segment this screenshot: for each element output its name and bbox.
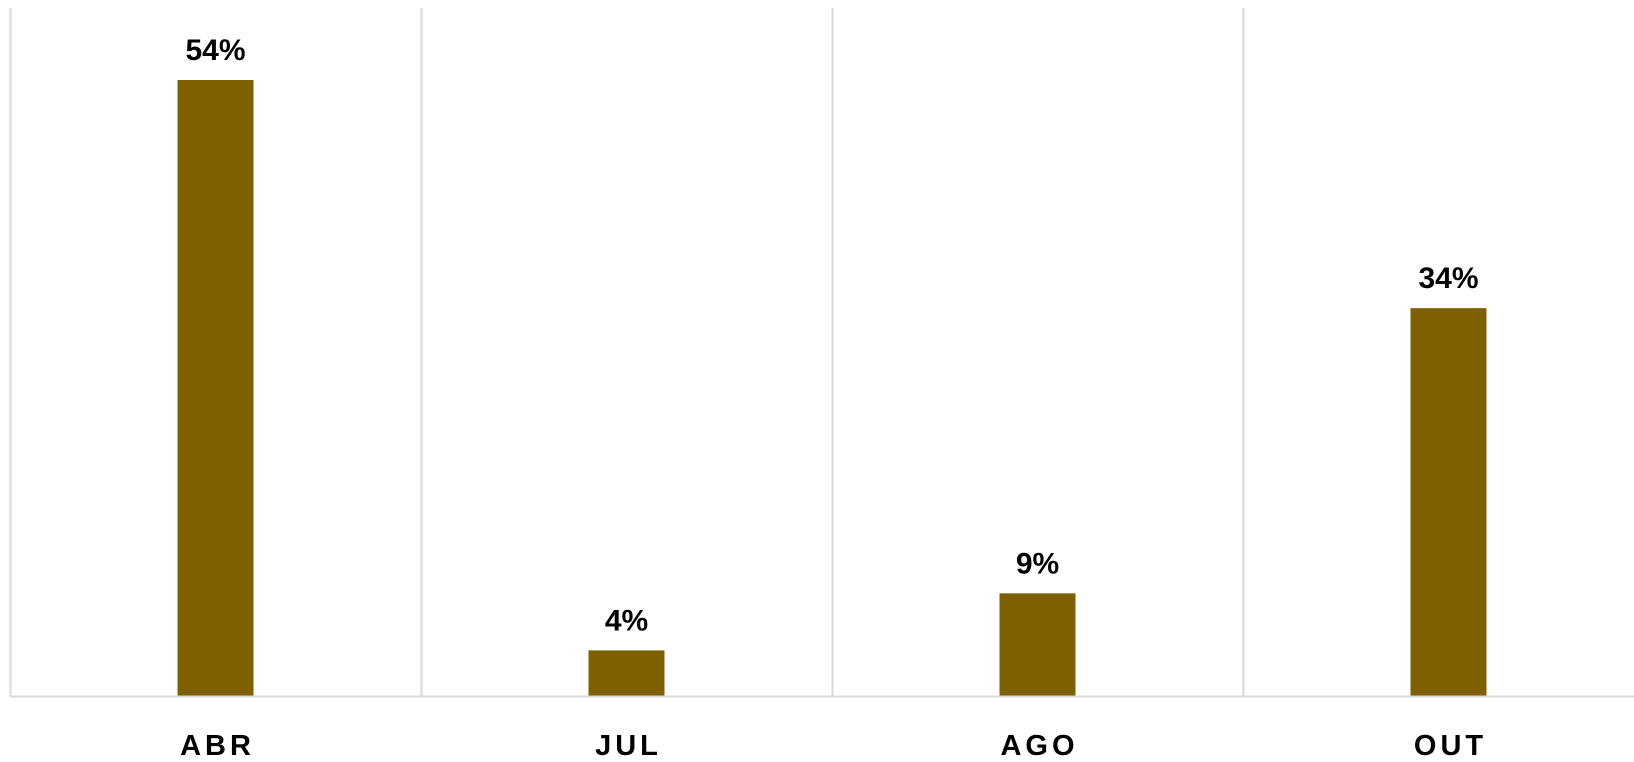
bar-out [1410,308,1487,696]
bars [177,80,1487,696]
bar-jul [588,650,665,696]
category-label-abr: ABR [180,730,255,762]
bar-ago [999,593,1076,696]
data-labels: 54% 4% 9% 34% [185,34,1478,637]
data-label-ago: 9% [1016,547,1059,580]
bar-abr [177,80,254,696]
category-label-jul: JUL [595,730,662,762]
data-label-out: 34% [1418,262,1478,295]
category-label-out: OUT [1414,730,1487,762]
data-label-jul: 4% [605,604,648,637]
x-axis: ABR JUL AGO OUT [10,695,1634,762]
category-label-ago: AGO [1000,730,1078,762]
data-label-abr: 54% [185,34,245,67]
gridlines [9,8,1245,696]
